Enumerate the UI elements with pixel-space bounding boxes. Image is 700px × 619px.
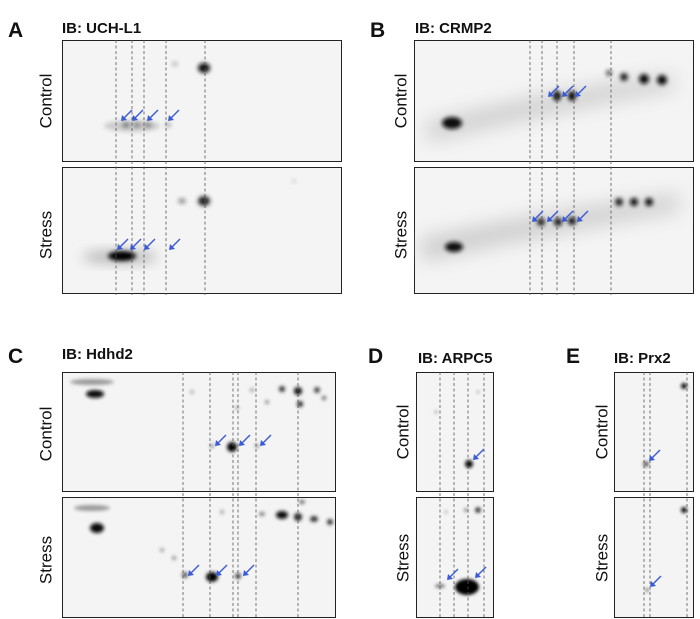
panel-a-letter: A	[8, 19, 24, 42]
panel-d-stress-label: Stress	[393, 533, 413, 583]
panel-d-antibody-label: IB: ARPC5	[418, 350, 493, 367]
panel-d-stress-membrane	[416, 497, 494, 618]
panel-c-control-spots	[70, 379, 326, 452]
panel-b-antibody-label: IB: CRMP2	[415, 20, 492, 37]
panel-e-stress-spots	[645, 507, 687, 592]
panel-a-control-membrane	[62, 40, 342, 162]
panel-d-guides	[439, 372, 485, 619]
panel-b-stress-label: Stress	[391, 210, 411, 260]
panel-a-control-label: Control	[36, 73, 56, 129]
panel-b-stress-arrows	[532, 210, 589, 222]
panel-c-letter: C	[8, 345, 24, 368]
panel-b-letter: B	[370, 19, 386, 42]
panel-b-control-arrows	[548, 85, 587, 97]
panel-e-antibody-label: IB: Prx2	[614, 350, 671, 367]
panel-c-guides	[182, 372, 299, 619]
panel-e-control-arrows	[649, 449, 661, 461]
panel-d-control-membrane	[416, 372, 494, 492]
panel-a-guides	[115, 40, 206, 295]
panel-b-control-label: Control	[391, 73, 411, 129]
panel-a-control-spots	[104, 61, 210, 132]
panel-d-blot	[416, 372, 494, 619]
panel-e-letter: E	[566, 345, 581, 368]
panel-a-stress-membrane	[62, 167, 342, 294]
panel-e-blot	[614, 372, 694, 619]
panel-a-blot	[62, 40, 342, 295]
panel-c-stress-membrane	[62, 497, 336, 618]
panel-c-control-membrane	[62, 372, 336, 492]
panel-d-stress-spots	[435, 507, 481, 595]
panel-d-stress-arrows	[447, 566, 487, 580]
panel-a-stress-arrows	[117, 238, 181, 250]
panel-e-stress-membrane	[614, 497, 694, 618]
panel-b-blot	[414, 40, 694, 295]
panel-e-control-membrane	[614, 372, 694, 492]
panel-b-control-spots	[424, 70, 674, 140]
panel-d-control-spots	[434, 390, 480, 468]
panel-e-stress-label: Stress	[592, 533, 612, 583]
panel-d-control-label: Control	[393, 404, 413, 460]
panel-a-control-arrows	[121, 109, 180, 121]
panel-c-control-label: Control	[36, 406, 56, 462]
panel-a-antibody-label: IB: UCH-L1	[62, 20, 142, 37]
panel-e-control-label: Control	[592, 404, 612, 460]
panel-e-control-spots	[643, 383, 687, 467]
panel-d-control-arrows	[473, 448, 485, 460]
panel-d-letter: D	[368, 345, 384, 368]
panel-b-guides	[529, 40, 612, 295]
panel-c-stress-arrows	[188, 564, 255, 576]
panel-c-stress-label: Stress	[36, 535, 56, 585]
panel-c-blot	[62, 372, 336, 619]
panel-a-stress-label: Stress	[36, 210, 56, 260]
panel-e-stress-arrows	[650, 575, 662, 587]
panel-e-guides	[643, 372, 688, 619]
panel-c-antibody-label: IB: Hdhd2	[62, 346, 133, 363]
panel-a-stress-spots	[82, 179, 296, 264]
panel-c-control-arrows	[215, 434, 272, 446]
panel-b-stress-spots	[419, 195, 679, 260]
